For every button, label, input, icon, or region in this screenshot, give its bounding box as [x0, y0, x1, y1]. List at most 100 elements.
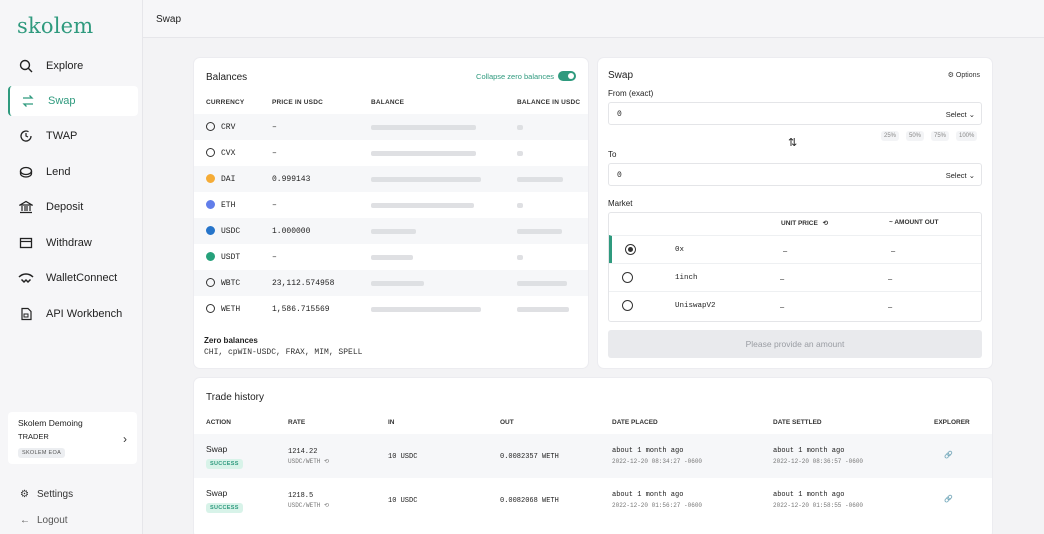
trade-row: Swap SUCCESS 1214.22 USDC/WETH ⟲ 10 USDC… [194, 434, 992, 478]
explorer-link-icon[interactable]: 🔗 [944, 496, 953, 503]
sidebar-item-walletconnect[interactable]: WalletConnect [8, 263, 138, 293]
lend-icon [18, 164, 34, 180]
market-row-0x[interactable]: 0x – – [609, 235, 981, 263]
price: – [272, 201, 277, 210]
options-button[interactable]: ⚙ Options [948, 71, 980, 79]
collapse-zero-toggle[interactable]: Collapse zero balances [476, 71, 576, 81]
trade-rate: 1218.5 [288, 492, 314, 500]
pair-label: USDC/WETH [288, 458, 321, 465]
explorer-link-icon[interactable]: 🔗 [944, 452, 953, 459]
refresh-icon[interactable]: ⟲ [324, 502, 330, 509]
from-input[interactable]: 0 Select ⌄ [608, 102, 982, 125]
placed-absolute: 2022-12-20 08:34:27 -0600 [612, 458, 703, 465]
search-icon [18, 58, 34, 74]
market-row-1inch[interactable]: 1inch – – [609, 263, 981, 291]
balance-hidden [371, 307, 481, 312]
bank-icon [18, 199, 34, 215]
trade-history-card: Trade history ACTION RATE IN OUT DATE PL… [194, 378, 992, 534]
sidebar-item-label: Explore [46, 60, 84, 72]
refresh-icon[interactable]: ⟲ [324, 458, 330, 465]
sidebar-item-label: Swap [48, 95, 76, 107]
settings-label: Settings [36, 489, 74, 500]
balance-row: DAI 0.999143 [194, 166, 588, 192]
balance-row: CVX – [194, 140, 588, 166]
currency: USDC [221, 227, 241, 236]
sidebar-item-api-workbench[interactable]: API Workbench [8, 299, 138, 329]
unit-price-header: UNIT PRICE ⟲ [781, 219, 828, 227]
trade-action: Swap [206, 488, 228, 498]
zero-balances-list: CHI, cpWIN-USDC, FRAX, MIM, SPELL [204, 348, 363, 357]
percent-25-button[interactable]: 25% [881, 131, 900, 141]
unit-price: – [780, 274, 785, 283]
account-card[interactable]: Skolem Demoing TRADER SKOLEM EOA › [8, 412, 137, 464]
market-radio[interactable] [625, 244, 636, 255]
sidebar-item-swap[interactable]: Swap [8, 86, 138, 116]
trade-rate: 1214.22 [288, 448, 318, 456]
status-badge: SUCCESS [206, 459, 243, 469]
sidebar: skolem Explore Swap TWAP Lend Deposit Wi… [0, 0, 143, 534]
currency: USDT [221, 253, 241, 262]
swap-card: Swap ⚙ Options From (exact) 0 Select ⌄ 2… [598, 58, 992, 368]
to-label: To [608, 150, 617, 159]
price: – [272, 253, 277, 262]
balance-row: ETH – [194, 192, 588, 218]
balance-hidden [371, 177, 481, 182]
market-radio[interactable] [622, 272, 633, 283]
market-name: UniswapV2 [675, 302, 716, 310]
crv-icon [206, 122, 215, 131]
sidebar-item-twap[interactable]: TWAP [8, 121, 138, 151]
wbtc-icon [206, 278, 215, 287]
skolem-logo[interactable]: skolem [17, 14, 94, 38]
sidebar-item-explore[interactable]: Explore [8, 51, 138, 81]
percent-50-button[interactable]: 50% [906, 131, 925, 141]
market-name: 0x [675, 246, 685, 254]
trade-in: 10 USDC [388, 453, 418, 461]
from-token-select[interactable]: Select ⌄ [946, 110, 975, 119]
col-balance-usdc: BALANCE IN USDC [517, 99, 581, 106]
settings-link[interactable]: ⚙ Settings [20, 489, 73, 500]
unit-price: – [780, 302, 785, 311]
swap-vertical-icon: ⇅ [788, 137, 798, 149]
from-value: 0 [617, 110, 622, 119]
pair-label: USDC/WETH [288, 502, 321, 509]
sidebar-item-withdraw[interactable]: Withdraw [8, 228, 138, 258]
to-token-select[interactable]: Select ⌄ [946, 171, 975, 180]
currency: ETH [221, 201, 236, 210]
market-table: UNIT PRICE ⟲ ~ AMOUNT OUT 0x – – 1inch –… [608, 212, 982, 322]
logout-link[interactable]: ← Logout [20, 515, 68, 526]
gear-icon: ⚙ [20, 489, 29, 500]
balance-hidden [371, 203, 474, 208]
submit-swap-button[interactable]: Please provide an amount [608, 330, 982, 358]
percent-100-button[interactable]: 100% [956, 131, 978, 141]
col-action: ACTION [206, 419, 231, 426]
sidebar-item-lend[interactable]: Lend [8, 157, 138, 187]
dai-icon [206, 174, 215, 183]
to-input[interactable]: 0 Select ⌄ [608, 163, 982, 186]
percent-75-button[interactable]: 75% [931, 131, 950, 141]
collapse-label: Collapse zero balances [476, 71, 554, 81]
market-row-uniswapv2[interactable]: UniswapV2 – – [609, 291, 981, 319]
settled-relative: about 1 month ago [773, 491, 845, 499]
refresh-icon[interactable]: ⟲ [822, 220, 829, 227]
weth-icon [206, 304, 215, 313]
balance-usdc-hidden [517, 177, 563, 182]
amount-out-header: ~ AMOUNT OUT [889, 219, 939, 226]
usdt-icon [206, 252, 215, 261]
col-date-placed: DATE PLACED [612, 419, 658, 426]
market-radio[interactable] [622, 300, 633, 311]
account-name: Skolem Demoing [18, 418, 83, 428]
balances-title: Balances [206, 72, 248, 83]
balance-row: CRV – [194, 114, 588, 140]
balance-hidden [371, 255, 413, 260]
sidebar-item-label: WalletConnect [46, 272, 118, 284]
toggle-switch[interactable] [558, 71, 576, 81]
select-label: Select [945, 171, 967, 180]
from-label: From (exact) [608, 89, 654, 98]
swap-title: Swap [608, 70, 634, 81]
sidebar-item-deposit[interactable]: Deposit [8, 192, 138, 222]
swap-direction-button[interactable]: ⇅ [788, 136, 797, 149]
chevron-down-icon: ⌄ [968, 110, 975, 119]
col-price: PRICE IN USDC [272, 99, 323, 106]
sidebar-item-label: TWAP [46, 130, 78, 142]
price: 1,586.715569 [272, 305, 330, 314]
